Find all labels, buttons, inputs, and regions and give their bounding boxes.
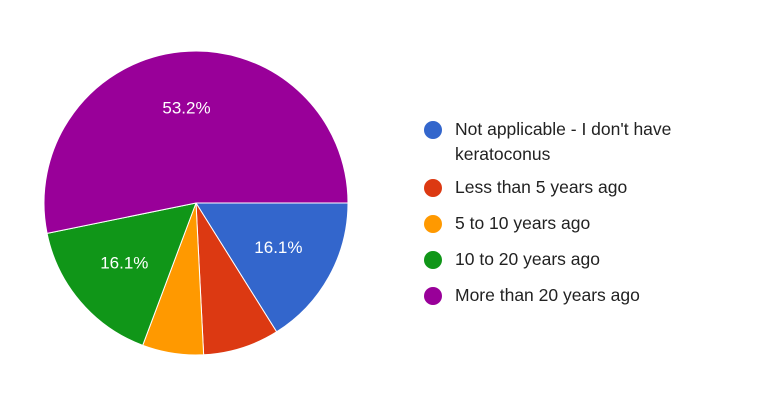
legend-item-not-applicable[interactable]: Not applicable - I don't have keratoconu… [424, 117, 754, 167]
pie-slice-not-applicable[interactable] [195, 202, 349, 333]
pie-slice-more-than-20-years[interactable] [43, 50, 349, 234]
legend-swatch [424, 121, 442, 139]
legend-swatch [424, 251, 442, 269]
legend-label: Not applicable - I don't have keratoconu… [455, 119, 672, 164]
pie-labels: 16.1% 16.1% 53.2% [100, 99, 302, 273]
pie-slice-10-to-20-years[interactable] [46, 202, 197, 347]
legend-item-5-to-10-years[interactable]: 5 to 10 years ago [424, 211, 754, 236]
legend: Not applicable - I don't have keratoconu… [424, 117, 754, 319]
legend-item-less-than-5-years[interactable]: Less than 5 years ago [424, 175, 754, 200]
legend-label: Less than 5 years ago [455, 177, 628, 197]
legend-label: 10 to 20 years ago [455, 249, 600, 269]
legend-swatch [424, 179, 442, 197]
slice-label-not-applicable: 16.1% [254, 238, 302, 257]
legend-item-more-than-20-years[interactable]: More than 20 years ago [424, 283, 754, 308]
pie-slices [43, 50, 349, 356]
slice-label-more-than-20-years: 53.2% [162, 99, 210, 118]
legend-label: 5 to 10 years ago [455, 213, 591, 233]
legend-swatch [424, 215, 442, 233]
slice-label-10-to-20-years: 16.1% [100, 254, 148, 273]
legend-swatch [424, 287, 442, 305]
pie-chart: 16.1% 16.1% 53.2% [43, 50, 349, 356]
legend-item-10-to-20-years[interactable]: 10 to 20 years ago [424, 247, 754, 272]
legend-label: More than 20 years ago [455, 285, 640, 305]
